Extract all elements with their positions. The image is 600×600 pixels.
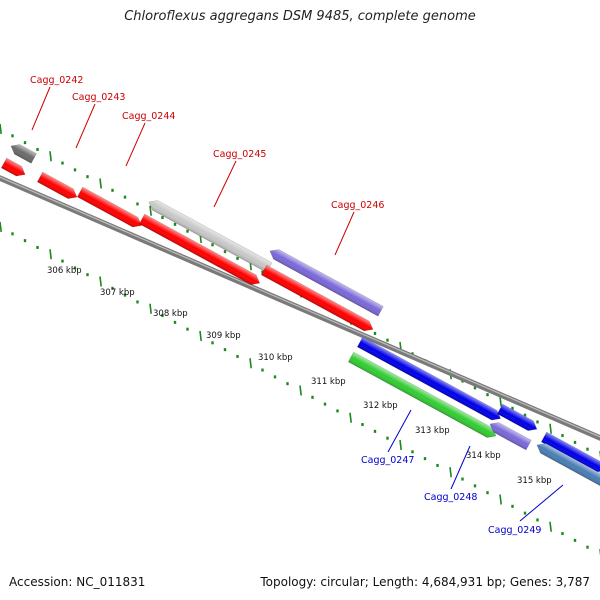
gene-leader-line [450,445,471,490]
backbone-highlight [0,176,600,438]
inner-tick [399,439,402,451]
scale-label: 309 kbp [206,331,241,341]
inner-tick [449,467,452,478]
gene-feature-cagg-0247-blue [356,336,501,421]
inner-tick-ring [0,221,600,556]
features [0,144,600,489]
inner-tick [349,412,352,423]
inner-tick [0,221,2,233]
inner-tick [149,303,152,314]
gene-label: Cagg_0249 [488,525,541,536]
gene-leader-line [387,409,412,453]
scale-label: 314 kbp [466,451,501,461]
gene-feature-cagg-0246 [269,249,384,317]
inner-tick [49,249,52,260]
gene-leader-line [125,122,146,167]
map-title: Chloroflexus aggregans DSM 9485, complet… [124,9,476,24]
inner-tick [499,494,502,505]
gene-feature-blue-c [540,431,600,473]
gene-feature-red-b [260,264,374,332]
backbone [0,175,600,441]
gene-label: Cagg_0247 [361,455,414,466]
outer-tick [549,423,552,434]
gene-feature-green [347,351,497,438]
gene-label: Cagg_0246 [331,200,384,211]
scale-label: 313 kbp [415,426,450,436]
gene-feature-cagg-0249 [536,443,600,489]
gene-leader-line [31,86,51,131]
gene-feature-cagg-0242 [0,157,26,177]
gene-leader-line [75,103,96,149]
accession-text: Accession: NC_011831 [9,575,146,589]
outer-tick [499,396,502,407]
scale-label: 310 kbp [258,353,293,363]
scale-label: 306 kbp [47,266,82,276]
gene-feature-red-a [138,213,261,285]
outer-tick [0,123,2,135]
inner-tick [549,521,552,532]
gene-label: Cagg_0244 [122,111,175,122]
gene-leader-line [213,160,237,208]
genome-summary-text: Topology: circular; Length: 4,684,931 bp… [260,575,590,589]
gene-labels: Cagg_0242 Cagg_0243 Cagg_0244 Cagg_0245 Cagg… [30,75,564,536]
scale-label: 307 kbp [100,288,135,298]
scale-label: 311 kbp [311,377,346,387]
gene-label: Cagg_0245 [213,149,266,160]
gene-feature-cagg-0244 [76,186,142,228]
gene-label: Cagg_0248 [424,492,477,503]
outer-tick [149,205,152,216]
outer-tick [49,151,52,162]
scale-label: 315 kbp [517,476,552,486]
gene-feature-dark [10,144,37,164]
inner-tick [99,276,102,287]
gene-leader-line [519,484,564,522]
gene-feature-blue-b [496,403,538,431]
outer-tick [99,178,102,189]
scale-labels: 306 kbp 307 kbp 308 kbp 309 kbp 310 kbp 311 k… [47,266,552,486]
backbone-line [0,175,600,441]
inner-tick [299,385,302,396]
gene-feature-cagg-0243 [36,171,78,199]
inner-tick [249,358,252,369]
inner-tick [199,330,202,342]
gene-leader-line [334,211,355,256]
gene-label: Cagg_0242 [30,75,83,86]
gene-feature-cagg-0248 [489,422,532,451]
scale-label: 312 kbp [363,401,398,411]
gene-label: Cagg_0243 [72,92,125,103]
scale-label: 308 kbp [153,309,188,319]
